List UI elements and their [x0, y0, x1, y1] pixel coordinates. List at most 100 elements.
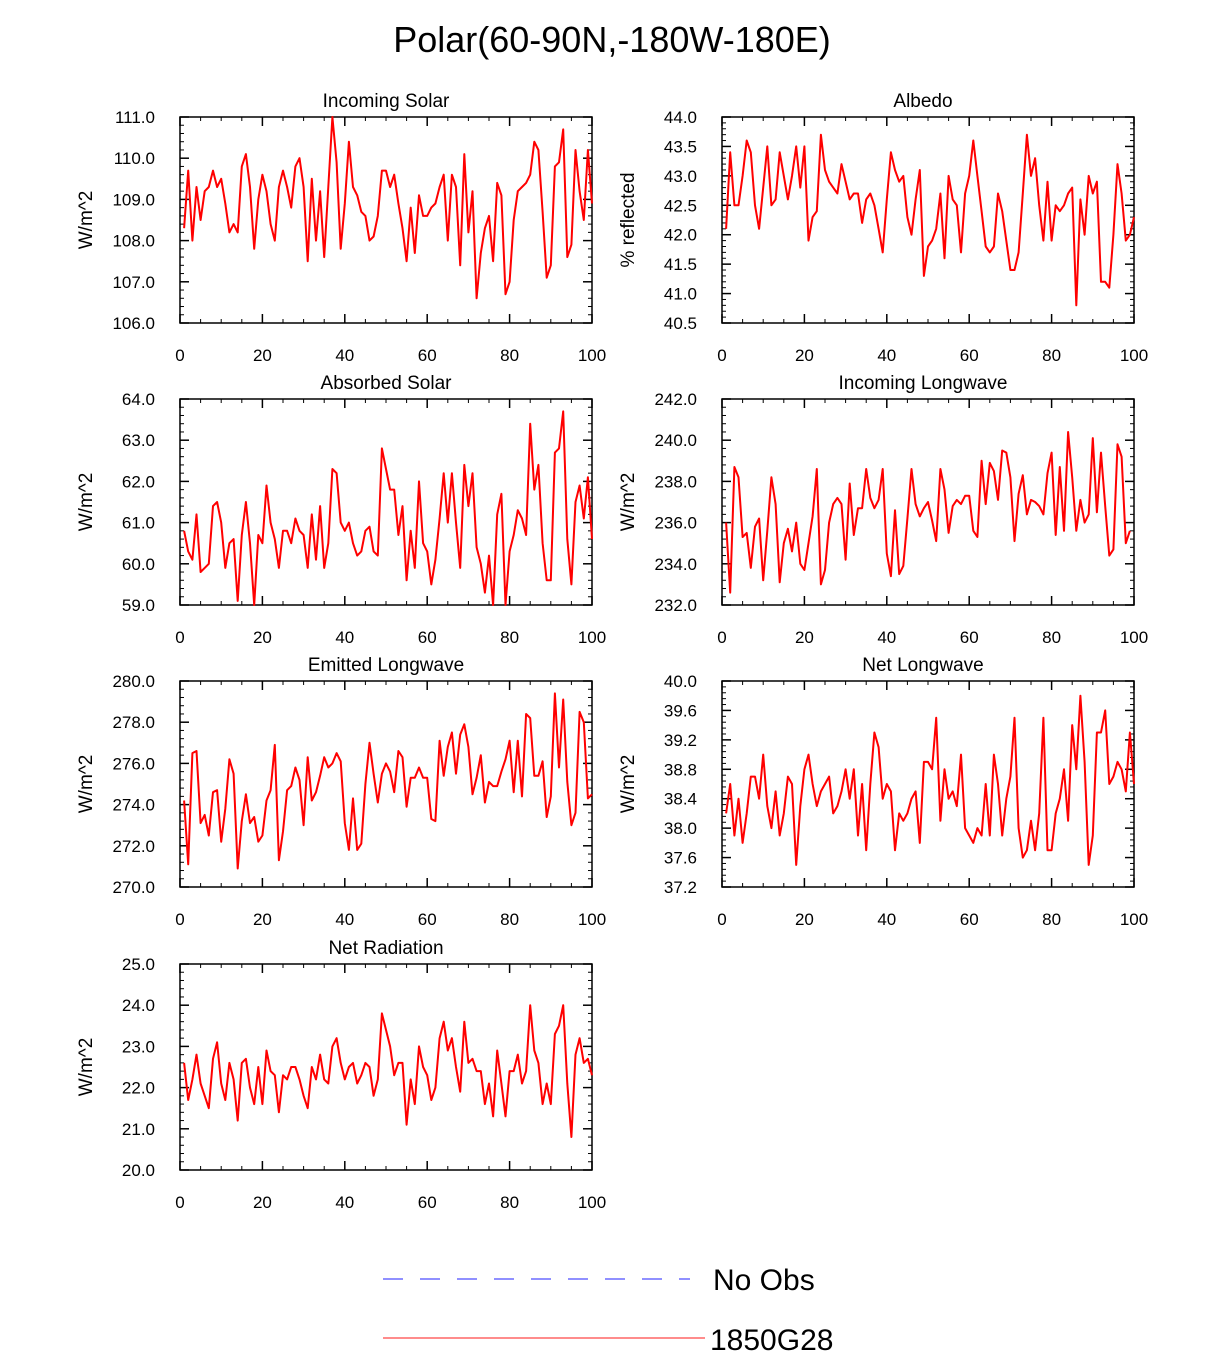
y-tick-label: 42.5: [664, 196, 697, 215]
series-line-1850g28: [183, 1004, 593, 1138]
legend: No Obs 1850G28: [383, 1264, 833, 1353]
y-axis-label: W/m^2: [618, 473, 639, 532]
y-tick-label: 42.0: [664, 226, 697, 245]
y-tick-label: 43.5: [664, 137, 697, 156]
x-tick-label: 20: [795, 910, 814, 929]
y-tick-label: 38.8: [664, 760, 697, 779]
y-tick-label: 108.0: [112, 232, 155, 251]
plot-frame: [721, 680, 1135, 888]
panel-title: Incoming Solar: [323, 91, 450, 112]
y-tick-label: 37.6: [664, 849, 697, 868]
y-axis-label: W/m^2: [618, 755, 639, 814]
x-tick-label: 0: [717, 910, 726, 929]
x-tick-label: 80: [1042, 346, 1061, 365]
panel-albedo: 0 20 40 60 80 100 40.5 41.0 41.5 42.0 42.5 43.0 43.5…: [618, 91, 1148, 365]
x-tick-label: 80: [500, 346, 519, 365]
x-tick-label: 80: [500, 910, 519, 929]
y-tick-label: 61.0: [122, 514, 155, 533]
x-tick-label: 40: [877, 628, 896, 647]
x-tick-label: 0: [175, 910, 184, 929]
y-tick-label: 39.6: [664, 701, 697, 720]
y-tick-label: 111.0: [115, 108, 155, 127]
x-tick-label: 60: [418, 628, 437, 647]
y-tick-label: 272.0: [112, 837, 155, 856]
series-line-1850g28: [183, 410, 593, 606]
x-tick-label: 0: [717, 628, 726, 647]
y-axis-label: W/m^2: [76, 755, 97, 814]
x-tick-label: 20: [795, 628, 814, 647]
y-axis-label: W/m^2: [76, 191, 97, 250]
x-tick-label: 100: [1120, 628, 1148, 647]
y-tick-label: 20.0: [122, 1161, 155, 1180]
x-tick-label: 20: [253, 346, 272, 365]
x-tick-label: 0: [175, 628, 184, 647]
figure-title: Polar(60-90N,-180W-180E): [393, 19, 831, 60]
y-tick-label: 276.0: [112, 754, 155, 773]
panel-incoming-solar: 0 20 40 60 80 100 106.0 107.0 108.0 109.0 110.0 111…: [76, 91, 606, 365]
x-tick-label: 20: [253, 910, 272, 929]
plot-frame: [179, 680, 593, 888]
x-tick-label: 100: [578, 1193, 606, 1212]
y-tick-label: 110.0: [114, 149, 155, 168]
y-tick-label: 234.0: [654, 555, 697, 574]
x-tick-label: 40: [877, 910, 896, 929]
x-tick-label: 100: [578, 346, 606, 365]
y-tick-label: 43.0: [664, 167, 697, 186]
y-tick-label: 24.0: [122, 996, 155, 1015]
y-tick-label: 39.2: [664, 731, 697, 750]
x-tick-label: 40: [877, 346, 896, 365]
series-line-1850g28: [725, 431, 1131, 594]
legend-1850g28-label: 1850G28: [710, 1324, 833, 1353]
x-tick-label: 20: [795, 346, 814, 365]
panel-absorbed-solar: 0 20 40 60 80 100 59.0 60.0 61.0 62.0 63.0 64.0 Abso…: [76, 373, 606, 647]
x-tick-label: 60: [960, 910, 979, 929]
series-line-1850g28: [183, 692, 593, 870]
panel-net-radiation: 0 20 40 60 80 100 20.0 21.0 22.0 23.0 24.0 25.0 Net …: [76, 938, 606, 1212]
y-tick-label: 280.0: [112, 672, 155, 691]
y-tick-label: 278.0: [112, 713, 155, 732]
x-tick-label: 100: [578, 628, 606, 647]
panel-title: Net Longwave: [862, 655, 983, 676]
y-tick-label: 40.5: [664, 314, 697, 333]
y-tick-label: 37.2: [664, 878, 697, 897]
x-tick-label: 60: [418, 346, 437, 365]
y-tick-label: 109.0: [112, 190, 155, 209]
panel-title: Absorbed Solar: [321, 373, 453, 394]
series-line-1850g28: [183, 116, 593, 300]
y-tick-label: 41.0: [664, 285, 697, 304]
y-axis-label: % reflected: [618, 172, 639, 267]
plot-frame: [179, 116, 593, 324]
series-line-1850g28: [725, 133, 1135, 307]
y-tick-label: 41.5: [664, 255, 697, 274]
y-axis-label: W/m^2: [76, 473, 97, 532]
x-tick-label: 0: [717, 346, 726, 365]
y-tick-label: 107.0: [112, 273, 155, 292]
x-tick-label: 100: [1120, 910, 1148, 929]
y-tick-label: 270.0: [112, 878, 155, 897]
panel-incoming-longwave: 0 20 40 60 80 100 232.0 234.0 236.0 238.0 240.0 242…: [618, 373, 1148, 647]
y-tick-label: 240.0: [654, 431, 697, 450]
x-tick-label: 100: [578, 910, 606, 929]
y-tick-label: 22.0: [122, 1079, 155, 1098]
panel-emitted-longwave: 0 20 40 60 80 100 270.0 272.0 274.0 276.0 278.0 280…: [76, 655, 606, 929]
y-tick-label: 238.0: [654, 472, 697, 491]
y-tick-label: 274.0: [112, 796, 155, 815]
x-tick-label: 80: [500, 1193, 519, 1212]
x-tick-label: 40: [335, 910, 354, 929]
x-tick-label: 100: [1120, 346, 1148, 365]
x-tick-label: 60: [418, 1193, 437, 1212]
x-tick-label: 40: [335, 1193, 354, 1212]
y-tick-label: 64.0: [122, 390, 155, 409]
panels-group: 0 20 40 60 80 100 106.0 107.0 108.0 109.0 110.0 111…: [76, 91, 1148, 1212]
y-tick-label: 242.0: [654, 390, 697, 409]
y-tick-label: 63.0: [122, 431, 155, 450]
x-tick-label: 60: [960, 346, 979, 365]
y-tick-label: 44.0: [664, 108, 697, 127]
y-tick-label: 25.0: [122, 955, 155, 974]
y-tick-label: 38.0: [664, 819, 697, 838]
y-tick-label: 38.4: [664, 790, 697, 809]
y-tick-label: 106.0: [112, 314, 155, 333]
x-tick-label: 80: [500, 628, 519, 647]
x-tick-label: 60: [418, 910, 437, 929]
